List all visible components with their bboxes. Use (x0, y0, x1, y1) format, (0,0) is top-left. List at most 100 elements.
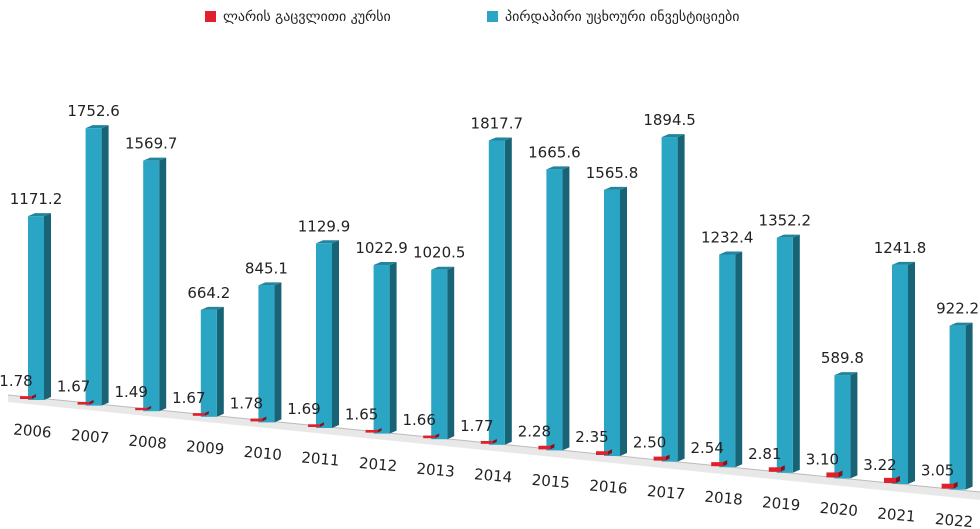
bar (77, 401, 90, 405)
bar (941, 483, 954, 489)
bar (711, 462, 724, 467)
bar-side (723, 460, 728, 467)
value-label: 1232.4 (701, 228, 754, 246)
bar-top (719, 251, 743, 255)
value-label: 1241.8 (874, 239, 927, 257)
bar-side (389, 262, 397, 434)
value-label: 922.2 (936, 300, 979, 318)
bar-side (908, 261, 915, 484)
legend-label: პირდაპირი უცხოური ინვესტიციები (505, 8, 739, 25)
value-label: 1.67 (172, 389, 205, 407)
bar (365, 429, 378, 433)
bar-side (896, 475, 900, 483)
bar-side (608, 449, 612, 455)
x-tick-label: 2010 (243, 443, 283, 464)
bar-side (274, 282, 282, 423)
bar-top (85, 125, 109, 129)
bar (200, 309, 217, 417)
bar (488, 140, 505, 445)
bar (480, 440, 493, 444)
bar (892, 264, 908, 484)
bar-side (550, 443, 555, 450)
bar-top (258, 282, 282, 286)
bar (373, 265, 390, 434)
value-label: 1352.2 (759, 212, 812, 230)
bar-top (143, 157, 167, 161)
bar-side (780, 465, 785, 472)
bar (28, 216, 44, 400)
x-tick-label: 2019 (761, 493, 801, 514)
value-label: 1020.5 (413, 244, 466, 262)
bar (423, 435, 436, 439)
bar (596, 451, 608, 455)
value-label: 1171.2 (10, 190, 63, 208)
value-label: 1.77 (460, 417, 493, 435)
bar (20, 396, 32, 399)
value-label: 1894.5 (643, 111, 696, 129)
x-tick-label: 2007 (70, 426, 110, 447)
bar-side (965, 322, 973, 490)
x-tick-label: 2006 (13, 420, 53, 441)
x-tick-label: 2022 (934, 510, 974, 529)
value-label: 1665.6 (528, 143, 581, 161)
value-label: 1022.9 (355, 239, 408, 257)
bar-side (32, 394, 36, 399)
bar-top (834, 372, 858, 376)
bar-top (949, 322, 973, 326)
bar (719, 254, 736, 468)
bar (653, 456, 666, 461)
bar (250, 418, 263, 422)
bar (604, 189, 620, 456)
x-tick-label: 2013 (416, 460, 456, 481)
value-label: 1129.9 (298, 217, 351, 235)
bar (135, 407, 148, 411)
value-label: 1565.8 (586, 164, 639, 182)
value-label: 1.66 (402, 411, 435, 429)
bar-top (892, 261, 915, 265)
x-tick-label: 2021 (877, 504, 917, 525)
value-label: 1752.6 (67, 102, 120, 120)
bar-top (316, 240, 339, 244)
bar-side (562, 166, 570, 451)
legend-swatch (487, 11, 498, 22)
bar-side (792, 234, 800, 473)
x-tick-label: 2017 (646, 482, 686, 503)
value-label: 664.2 (187, 284, 230, 302)
bar-side (377, 427, 382, 433)
bar-side (44, 213, 51, 400)
value-label: 1.69 (287, 400, 320, 418)
bar (884, 477, 896, 483)
bar-side (101, 125, 109, 406)
bar (826, 472, 839, 478)
bar (308, 424, 320, 427)
bar-side (953, 481, 958, 489)
bar-side (620, 186, 627, 456)
bar-side (677, 134, 685, 462)
bar (316, 243, 332, 428)
bar-top (546, 166, 570, 170)
bar-top (431, 266, 455, 270)
bar-side (332, 240, 339, 428)
value-label: 2.50 (633, 434, 666, 452)
bar (949, 325, 966, 490)
x-tick-label: 2008 (128, 432, 168, 453)
x-tick-label: 2020 (819, 499, 859, 520)
bar (431, 269, 448, 440)
legend-swatch (205, 11, 216, 22)
value-label: 1569.7 (125, 135, 178, 153)
x-tick-label: 2012 (358, 454, 398, 475)
value-label: 1817.7 (471, 115, 524, 133)
x-tick-label: 2011 (301, 448, 341, 469)
value-label: 1.67 (57, 378, 90, 396)
bar-side (850, 372, 858, 479)
bar-top (604, 186, 627, 190)
bar-side (838, 470, 843, 478)
bar (258, 285, 275, 423)
bar (834, 375, 851, 479)
bar-side (159, 157, 167, 412)
bar-side (320, 422, 324, 427)
value-label: 2.28 (518, 422, 551, 440)
x-tick-label: 2009 (185, 437, 225, 458)
value-label: 1.78 (230, 394, 263, 412)
